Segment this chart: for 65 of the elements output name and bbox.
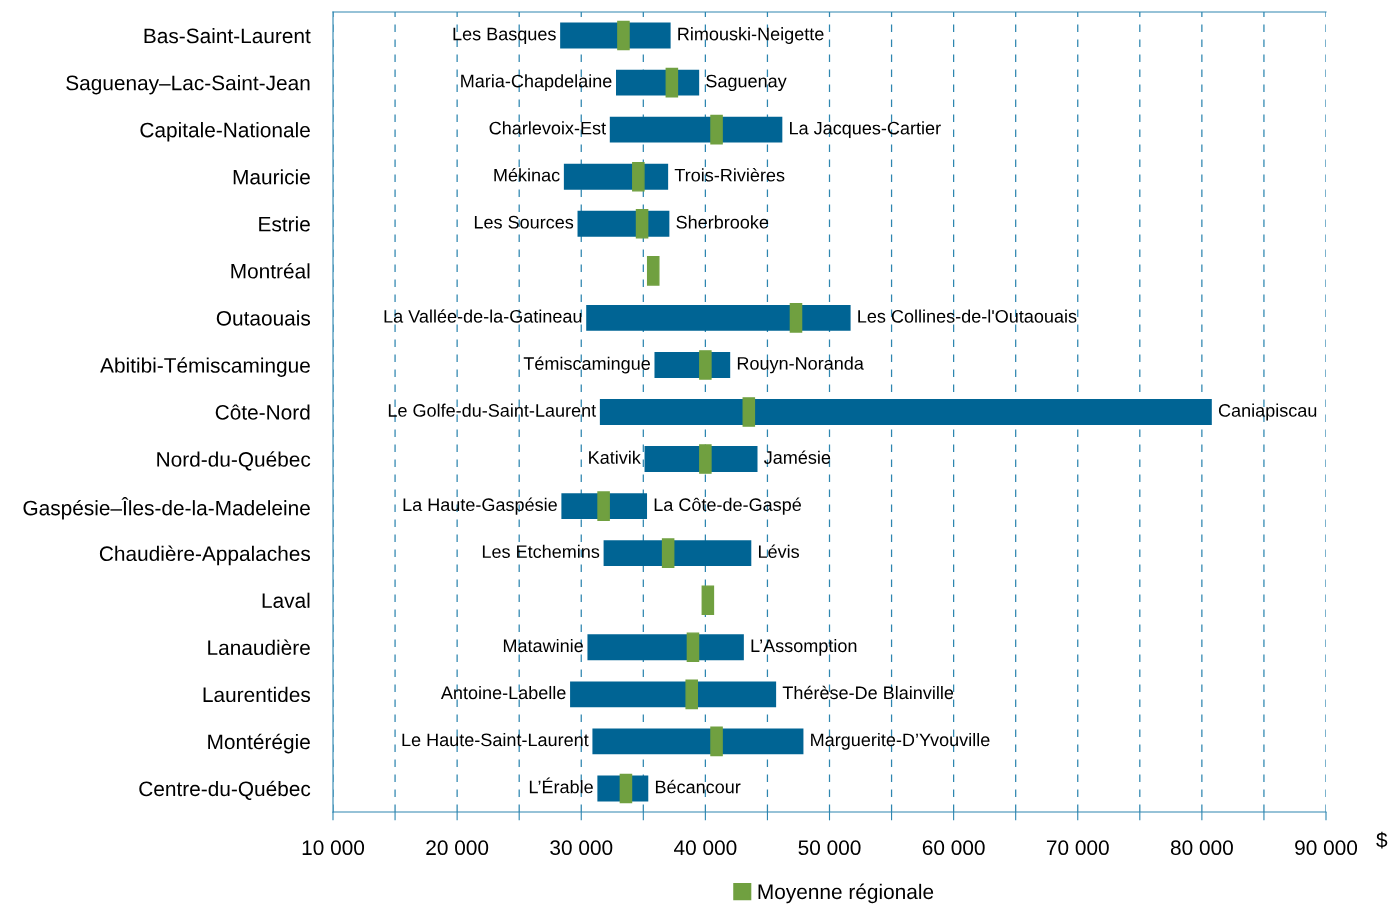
- annotation: Rouyn-Noranda: [737, 356, 864, 374]
- y-tick-label: Gaspésie–Îles-de-la-Madeleine: [23, 497, 310, 520]
- y-tick-label: Montérégie: [208, 733, 310, 754]
- y-tick-label: Laval: [262, 592, 310, 608]
- y-tick-label: Côte-Nord: [215, 404, 310, 420]
- annotation: Le Haute-Saint-Laurent: [402, 733, 589, 747]
- y-tick-label: Laurentides: [203, 686, 311, 703]
- annotation: Antoine-Labelle: [440, 685, 566, 700]
- annotation: Lévis: [758, 544, 800, 559]
- y-tick-label: Bas-Saint-Laurent: [144, 27, 311, 44]
- bar: [599, 399, 1212, 425]
- annotation: Le Golfe-du-Saint-Laurent: [388, 403, 597, 417]
- y-tick-label: Lanaudière: [208, 639, 310, 656]
- bar: [609, 116, 783, 143]
- annotation: Kativik: [589, 450, 641, 464]
- annotation: Les Etchemins: [482, 544, 600, 559]
- x-tick-label: 60 000: [922, 840, 985, 856]
- x-tick-label: 10 000: [302, 840, 365, 856]
- annotation: L’Érable: [529, 777, 593, 794]
- y-tick-label: Chaudière-Appalaches: [99, 545, 311, 566]
- annotation: La Vallée-de-la-Gatineau: [384, 309, 582, 323]
- annotation: Rimouski-Neigette: [678, 27, 824, 44]
- annotation: Trois-Rivières: [674, 168, 785, 182]
- annotation: Sherbrooke: [676, 215, 769, 229]
- y-tick-label: Estrie: [259, 216, 310, 232]
- annotation: La Jacques-Cartier: [790, 121, 941, 139]
- bar: [592, 728, 804, 755]
- y-tick-label: Montréal: [231, 263, 310, 279]
- y-tick-label: Nord-du-Québec: [157, 451, 311, 471]
- annotation: Bécancour: [655, 779, 741, 794]
- annotation: Maria-Chapdelaine: [461, 74, 612, 91]
- annotation: Saguenay: [706, 74, 787, 91]
- y-tick-label: Outaouais: [216, 310, 311, 326]
- y-tick-label: Centre-du-Québec: [139, 780, 311, 800]
- x-tick-label: 90 000: [1295, 840, 1358, 856]
- annotation: La Haute-Gaspésie: [403, 497, 557, 515]
- y-tick-label: Saguenay–Lac-Saint-Jean: [66, 75, 310, 95]
- x-tick-label: 20 000: [426, 840, 489, 856]
- y-tick-label: Capitale-Nationale: [140, 122, 310, 142]
- x-axis-title: $: [1376, 831, 1388, 849]
- annotation: Les Sources: [474, 215, 574, 229]
- x-tick-label: 50 000: [798, 840, 861, 856]
- bar: [603, 540, 752, 567]
- annotation: Témiscamingue: [523, 356, 650, 374]
- x-tick-label: 70 000: [1046, 840, 1109, 856]
- bar: [587, 634, 744, 661]
- annotation: Jamésie: [764, 450, 831, 464]
- y-tick-label: Mauricie: [233, 169, 310, 185]
- annotation: La Côte-de-Gaspé: [654, 497, 801, 515]
- x-tick-label: 40 000: [674, 840, 737, 856]
- annotation: L’Assomption: [751, 638, 857, 656]
- annotation: Charlevoix-Est: [489, 121, 606, 135]
- bar: [586, 304, 851, 331]
- annotation: Matawinie: [503, 638, 583, 653]
- annotation: Les Basques: [453, 27, 556, 44]
- bar: [570, 681, 777, 708]
- annotation: Les Collines-de-l'Outaouais: [858, 309, 1077, 323]
- y-tick-label: Abitibi-Témiscamingue: [100, 357, 310, 377]
- legend-label: Moyenne régionale: [758, 883, 934, 904]
- annotation: Mékinac: [494, 168, 560, 182]
- x-tick-label: 30 000: [550, 840, 613, 856]
- x-tick-label: 80 000: [1170, 840, 1233, 856]
- annotation: Caniapiscau: [1218, 403, 1317, 421]
- annotation: Thérèse-De Blainville: [782, 685, 954, 700]
- annotation: Marguerite-D’Yvouville: [811, 733, 990, 750]
